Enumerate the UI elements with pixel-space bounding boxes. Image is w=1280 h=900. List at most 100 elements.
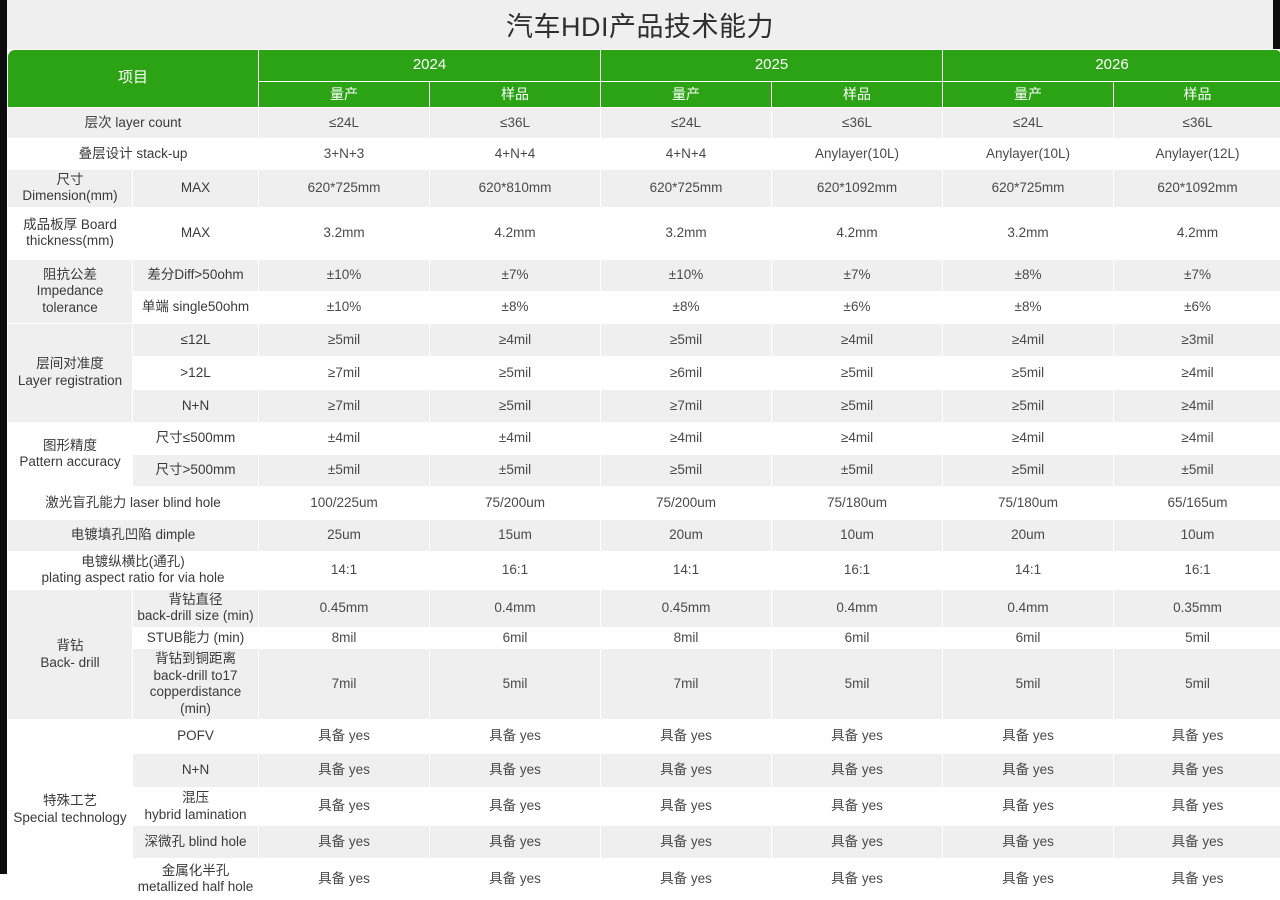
table-row: >12L≥7mil≥5mil≥6mil≥5mil≥5mil≥4mil	[8, 356, 1280, 389]
cell-value: ≥5mil	[430, 389, 601, 422]
header-item-label: 项目	[8, 50, 259, 108]
row-sub-label: MAX	[133, 207, 259, 259]
cell-value: 具备 yes	[601, 788, 772, 826]
row-sub-label: N+N	[133, 389, 259, 422]
cell-value: 0.4mm	[430, 589, 601, 627]
row-sub-label: 深微孔 blind hole	[133, 826, 259, 859]
cell-value: 20um	[601, 519, 772, 551]
cell-value: 75/180um	[943, 486, 1114, 519]
cell-value: 620*810mm	[430, 170, 601, 208]
row-sub-label: POFV	[133, 720, 259, 754]
cell-value: 6mil	[772, 627, 943, 648]
cell-value: ≥7mil	[259, 389, 430, 422]
cell-value: 具备 yes	[772, 788, 943, 826]
cell-value: 6mil	[430, 627, 601, 648]
cell-value: 0.45mm	[601, 589, 772, 627]
cell-value: ≤24L	[943, 108, 1114, 139]
cell-value: 具备 yes	[430, 826, 601, 859]
cell-value: 15um	[430, 519, 601, 551]
cell-value: 620*725mm	[943, 170, 1114, 208]
spec-table: 项目 2024 2025 2026 量产 样品 量产 样品 量产 样品 层次 l…	[7, 49, 1280, 900]
cell-value: 3.2mm	[601, 207, 772, 259]
cell-value: 具备 yes	[772, 720, 943, 754]
cell-value: 具备 yes	[943, 788, 1114, 826]
cell-value: ≤36L	[772, 108, 943, 139]
cell-value: ≥3mil	[1114, 323, 1280, 356]
cell-value: ≤24L	[259, 108, 430, 139]
cell-value: 具备 yes	[259, 754, 430, 788]
cell-value: 75/180um	[772, 486, 943, 519]
cell-value: 具备 yes	[259, 859, 430, 900]
cell-value: ≥4mil	[601, 422, 772, 454]
cell-value: ±10%	[259, 291, 430, 323]
cell-value: 具备 yes	[601, 826, 772, 859]
cell-value: ≤24L	[601, 108, 772, 139]
cell-value: 具备 yes	[601, 720, 772, 754]
cell-value: 75/200um	[430, 486, 601, 519]
cell-value: 16:1	[772, 551, 943, 589]
cell-value: ±7%	[430, 259, 601, 291]
cell-value: 65/165um	[1114, 486, 1280, 519]
cell-value: 16:1	[430, 551, 601, 589]
cell-value: 具备 yes	[1114, 754, 1280, 788]
header-sub-2024-sample: 样品	[430, 82, 601, 108]
header-sub-2026-sample: 样品	[1114, 82, 1280, 108]
cell-value: ≥4mil	[1114, 422, 1280, 454]
cell-value: ≥5mil	[601, 454, 772, 486]
row-sub-label: 尺寸≤500mm	[133, 422, 259, 454]
cell-value: 14:1	[259, 551, 430, 589]
cell-value: 10um	[772, 519, 943, 551]
row-sub-label: >12L	[133, 356, 259, 389]
cell-value: ±5mil	[772, 454, 943, 486]
cell-value: 620*1092mm	[772, 170, 943, 208]
row-sub-label: MAX	[133, 170, 259, 208]
table-header: 项目 2024 2025 2026 量产 样品 量产 样品 量产 样品	[8, 50, 1280, 108]
cell-value: 4+N+4	[601, 139, 772, 170]
cell-value: 0.45mm	[259, 589, 430, 627]
header-sub-2025-mass: 量产	[601, 82, 772, 108]
cell-value: 8mil	[601, 627, 772, 648]
header-year-2026: 2026	[943, 50, 1280, 82]
cell-value: 具备 yes	[259, 720, 430, 754]
cell-value: ≥4mil	[1114, 389, 1280, 422]
cell-value: ≥5mil	[943, 356, 1114, 389]
cell-value: ±7%	[772, 259, 943, 291]
cell-value: 4.2mm	[1114, 207, 1280, 259]
cell-value: ±4mil	[430, 422, 601, 454]
header-sub-2024-mass: 量产	[259, 82, 430, 108]
page-root: 汽车HDI产品技术能力 项目 2024 2025 2026 量产 样品 量产	[0, 0, 1280, 874]
cell-value: 具备 yes	[259, 826, 430, 859]
cell-value: ≥4mil	[772, 422, 943, 454]
cell-value: ≤36L	[430, 108, 601, 139]
header-year-2025: 2025	[601, 50, 943, 82]
cell-value: ≥4mil	[430, 323, 601, 356]
table-row: N+N≥7mil≥5mil≥7mil≥5mil≥5mil≥4mil	[8, 389, 1280, 422]
cell-value: ≤36L	[1114, 108, 1280, 139]
cell-value: 7mil	[259, 649, 430, 720]
cell-value: ≥4mil	[943, 422, 1114, 454]
cell-value: ≥5mil	[259, 323, 430, 356]
cell-value: 16:1	[1114, 551, 1280, 589]
cell-value: 5mil	[430, 649, 601, 720]
cell-value: ±6%	[772, 291, 943, 323]
cell-value: ±8%	[430, 291, 601, 323]
row-label: 电镀纵横比(通孔)plating aspect ratio for via ho…	[8, 551, 259, 589]
cell-value: 6mil	[943, 627, 1114, 648]
